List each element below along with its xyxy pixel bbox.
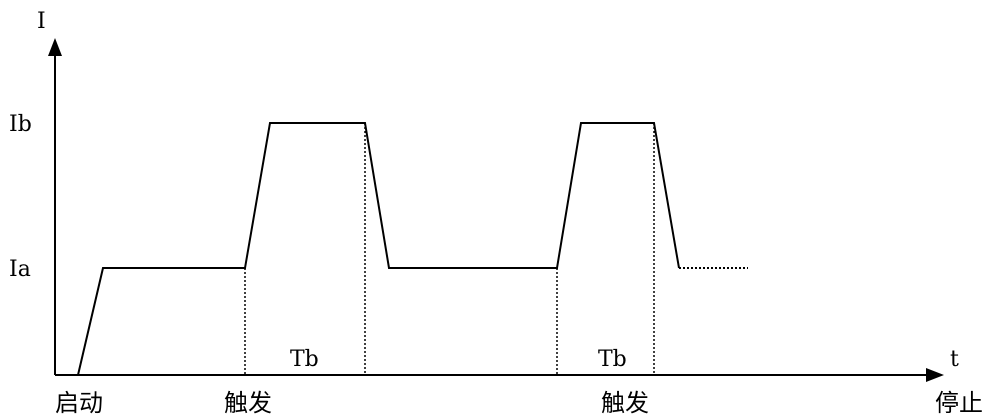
tb-label-1: Tb [290,347,319,372]
level-ib-label: Ib [9,112,32,137]
event-trigger-2-label: 触发 [601,389,649,417]
current-waveform [77,122,680,376]
tb-label-2: Tb [598,347,627,372]
y-axis-arrowhead [48,38,62,56]
y-axis-label: I [37,9,46,34]
x-axis-label: t [950,347,959,372]
x-axis-arrowhead [926,368,944,382]
event-trigger-1-label: 触发 [224,389,272,417]
level-ia-label: Ia [9,257,31,282]
event-start-label: 启动 [55,389,103,417]
event-stop-label: 停止 [935,389,983,417]
